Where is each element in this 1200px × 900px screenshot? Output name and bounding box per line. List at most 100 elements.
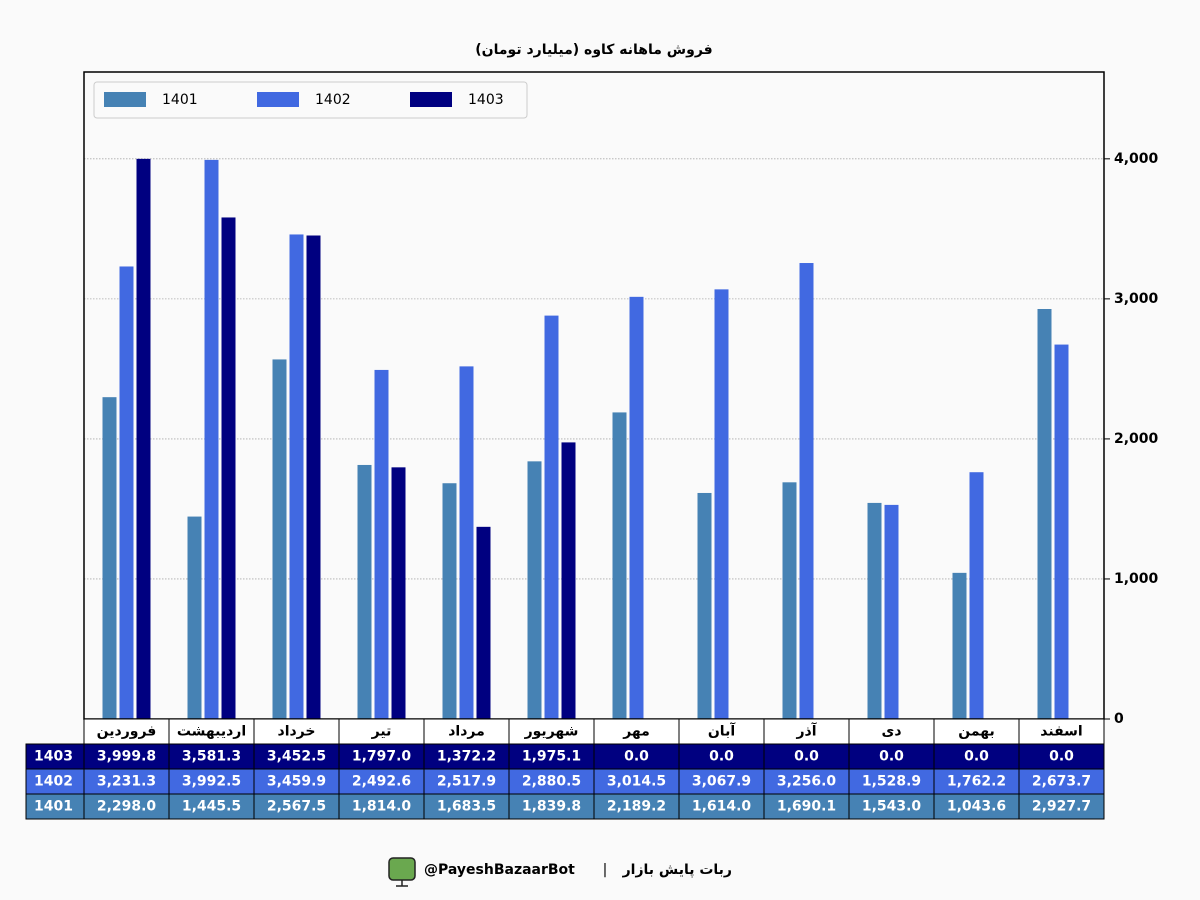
bar [306,235,321,719]
bar [204,159,219,719]
y-tick-label: 3,000 [1114,291,1159,307]
table-value: 0.0 [794,749,819,765]
bar [714,289,729,719]
table-value: 1,975.1 [522,749,581,765]
table-cell [423,768,510,795]
table-value: 1,839.8 [522,799,581,815]
table-value: 0.0 [709,749,734,765]
table-header-cell [1018,718,1105,745]
bar [612,412,627,719]
x-tick-label: بهمن [958,724,994,740]
table-value: 3,452.5 [267,749,326,765]
table-row-label: 1402 [34,774,73,790]
bar [952,572,967,719]
table-value: 3,992.5 [182,774,241,790]
chart-title: فروش ماهانه کاوه (میلیارد تومان) [475,42,712,58]
table-value: 1,543.0 [862,799,922,815]
bar [102,397,117,719]
table-cell [593,768,680,795]
bar [289,234,304,719]
bar [476,526,491,719]
table-value: 0.0 [964,749,989,765]
table-cell [848,793,935,820]
y-tick-label: 1,000 [1114,571,1159,587]
x-tick-label: تیر [371,724,392,740]
table-value: 1,690.1 [777,799,836,815]
bar [782,482,797,719]
bar [374,369,389,719]
table-cell [83,793,170,820]
table-value: 0.0 [624,749,649,765]
table-value: 1,528.9 [862,774,921,790]
table-value: 1,372.2 [437,749,496,765]
legend-box [93,81,528,119]
table-value: 1,043.6 [947,799,1006,815]
legend-swatch [257,92,299,107]
table-value: 3,256.0 [777,774,837,790]
bar [969,472,984,719]
legend-label: 1402 [315,92,351,108]
y-tick-label: 0 [1114,711,1124,727]
table-cell [678,793,765,820]
bar [867,502,882,719]
table-row-label-cell [25,793,85,820]
table-cell [593,793,680,820]
table-value: 1,762.2 [947,774,1006,790]
table-value: 0.0 [879,749,904,765]
table-cell [848,743,935,770]
legend: 1401 1402 1403 [93,81,528,119]
y-tick-label: 2,000 [1114,431,1159,447]
bar [799,263,814,719]
table-header-cell [678,718,765,745]
table-value: 2,492.6 [352,774,411,790]
x-tick-label: فروردین [97,724,157,740]
table-cell [338,768,425,795]
table-value: 1,797.0 [352,749,412,765]
table-cell [1018,743,1105,770]
bar [391,467,406,719]
bar [697,492,712,719]
table-value: 3,231.3 [97,774,156,790]
table-header-cell [423,718,510,745]
bar [629,296,644,719]
x-tick-label: شهریور [524,724,579,740]
bar [357,464,372,719]
x-tick-label: مرداد [448,724,485,740]
bar [527,461,542,719]
x-tick-label: مهر [622,724,650,740]
table-value: 2,927.7 [1032,799,1091,815]
bar [272,359,287,719]
table-cell [83,743,170,770]
table-value: 3,999.8 [97,749,156,765]
table-cell [933,793,1020,820]
legend-label: 1401 [162,92,198,108]
x-tick-label: آبان [708,722,736,740]
x-tick-label: اردیبهشت [177,724,246,740]
table-value: 3,067.9 [692,774,751,790]
footer: @PayeshBazaarBot | ربات پایش بازار [388,857,732,887]
table-cell [423,793,510,820]
bar [187,516,202,719]
x-tick-label: خرداد [278,724,316,740]
table-cell [678,743,765,770]
table-cell [933,768,1020,795]
footer-bot-name: ربات پایش بازار [622,862,732,878]
table-cell [933,743,1020,770]
table-value: 1,683.5 [437,799,496,815]
table-value: 1,445.5 [182,799,241,815]
legend-label: 1403 [468,92,504,108]
footer-separator: | [603,862,608,878]
bar [1054,344,1069,719]
bar [442,483,457,719]
table-header-cell [593,718,680,745]
table-value: 2,880.5 [522,774,581,790]
y-tick-label: 4,000 [1114,151,1159,167]
table-value: 1,814.0 [352,799,412,815]
x-tick-label: اسفند [1040,724,1082,740]
table-row-label: 1401 [34,799,73,815]
table-row-label: 1403 [34,749,73,765]
table-value: 2,517.9 [437,774,496,790]
table-value: 3,581.3 [182,749,241,765]
bar [544,315,559,719]
